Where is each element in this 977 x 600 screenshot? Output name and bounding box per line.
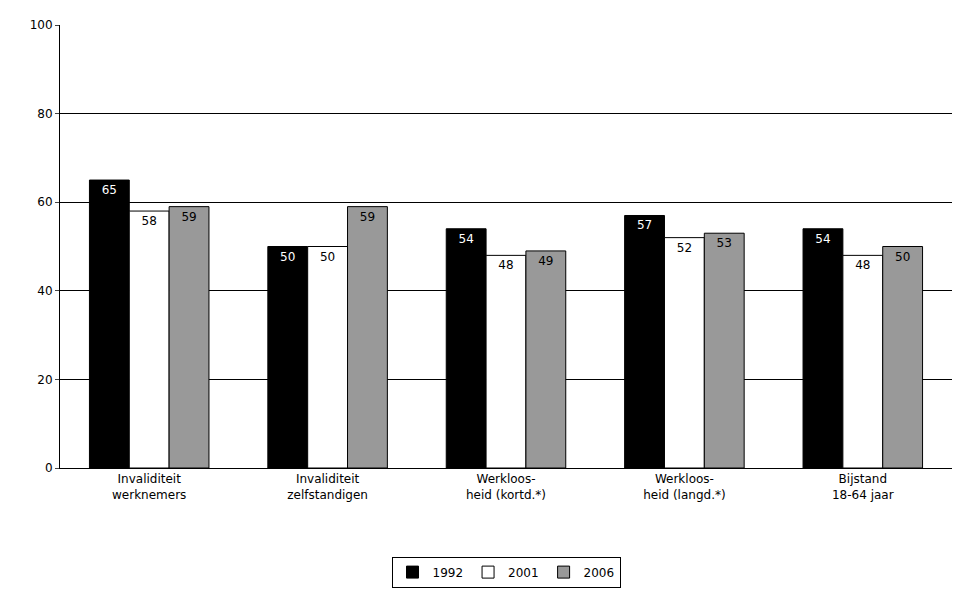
svg-text:48: 48 <box>855 258 870 272</box>
svg-text:Bijstand18-64 jaar: Bijstand18-64 jaar <box>832 472 894 502</box>
svg-text:Invaliditeitzelfstandigen: Invaliditeitzelfstandigen <box>287 472 368 502</box>
svg-text:40: 40 <box>37 284 52 298</box>
svg-text:Werkloos-heid (kortd.*): Werkloos-heid (kortd.*) <box>466 472 546 502</box>
svg-text:80: 80 <box>37 107 52 121</box>
svg-text:2006: 2006 <box>584 566 615 580</box>
svg-text:54: 54 <box>815 232 830 246</box>
svg-text:59: 59 <box>181 210 196 224</box>
svg-text:0: 0 <box>45 461 53 475</box>
svg-text:54: 54 <box>459 232 474 246</box>
svg-text:Werkloos-heid (langd.*): Werkloos-heid (langd.*) <box>643 472 725 502</box>
svg-text:50: 50 <box>320 250 335 264</box>
svg-text:65: 65 <box>102 183 117 197</box>
svg-text:48: 48 <box>498 258 513 272</box>
svg-text:1992: 1992 <box>433 566 464 580</box>
svg-text:49: 49 <box>538 254 553 268</box>
svg-text:60: 60 <box>37 195 52 209</box>
svg-text:50: 50 <box>280 250 295 264</box>
svg-text:20: 20 <box>37 373 52 387</box>
svg-text:58: 58 <box>142 214 157 228</box>
svg-text:59: 59 <box>360 210 375 224</box>
svg-text:Invaliditeitwerknemers: Invaliditeitwerknemers <box>112 472 186 502</box>
svg-text:50: 50 <box>895 250 910 264</box>
svg-text:57: 57 <box>637 218 652 232</box>
svg-text:2001: 2001 <box>508 566 539 580</box>
svg-text:53: 53 <box>717 236 732 250</box>
svg-text:52: 52 <box>677 241 692 255</box>
svg-text:100: 100 <box>30 18 53 32</box>
